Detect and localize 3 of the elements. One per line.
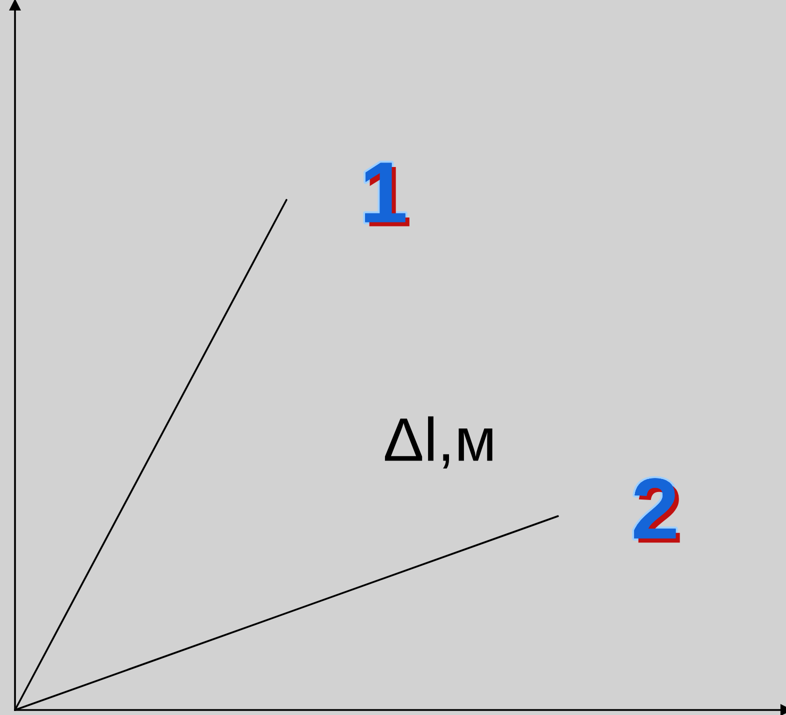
series-label: 1 <box>365 162 410 226</box>
annotation: Δl,м <box>384 416 492 469</box>
series-label: 2 <box>634 478 680 543</box>
